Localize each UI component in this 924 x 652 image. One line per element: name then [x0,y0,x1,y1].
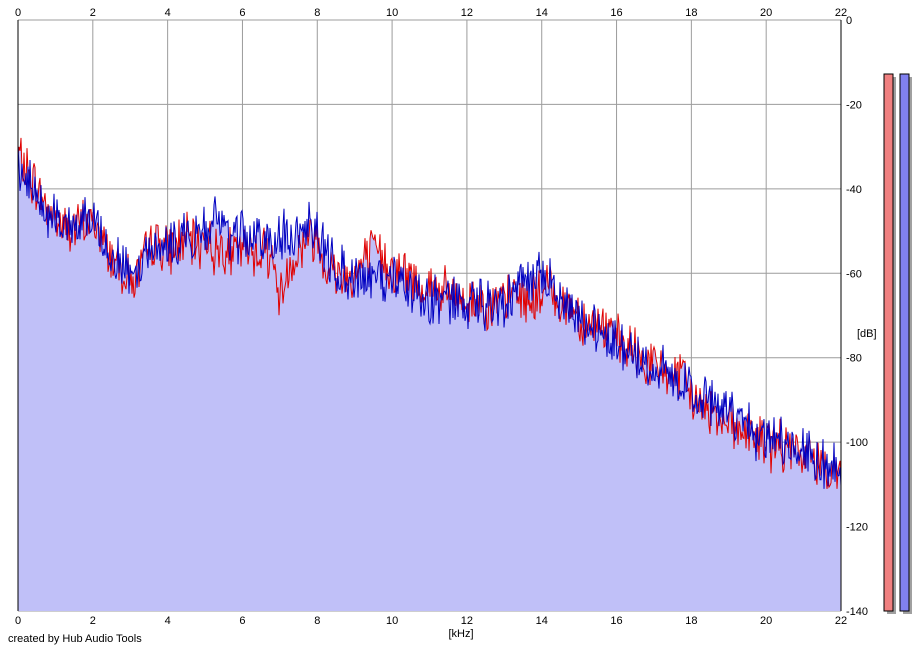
x-tick-bottom-3: 6 [239,615,245,627]
x-tick-top-9: 18 [685,7,697,19]
y-tick-1: -20 [846,99,862,111]
x-tick-bottom-5: 10 [386,615,398,627]
x-tick-top-0: 0 [15,7,21,19]
series-line-1 [17,146,842,489]
x-tick-top-8: 16 [610,7,622,19]
x-tick-top-7: 14 [536,7,548,19]
x-tick-bottom-11: 22 [835,615,847,627]
x-tick-top-4: 8 [314,7,320,19]
x-tick-bottom-7: 14 [536,615,548,627]
x-tick-top-1: 2 [90,7,96,19]
x-tick-top-11: 22 [835,7,847,19]
x-tick-top-2: 4 [165,7,171,19]
y-tick-3: -60 [846,268,862,280]
level-meters [883,73,912,614]
y-tick-labels: 0 -20 -40 -60 -80 -100 -120 -140 [846,15,868,618]
x-tick-bottom-2: 4 [165,615,171,627]
y-tick-7: -140 [846,606,868,618]
y-tick-5: -100 [846,437,868,449]
x-tick-labels-top: 0 2 4 6 8 10 12 14 16 18 20 22 [15,7,847,19]
x-tick-bottom-4: 8 [314,615,320,627]
x-tick-top-5: 10 [386,7,398,19]
x-tick-labels-bottom: 0 2 4 6 8 10 12 14 16 18 20 22 [15,615,847,627]
level-meter-0 [883,73,894,612]
y-tick-4: -80 [846,353,862,365]
x-tick-bottom-9: 18 [685,615,697,627]
x-tick-bottom-6: 12 [461,615,473,627]
x-tick-bottom-8: 16 [610,615,622,627]
x-tick-bottom-0: 0 [15,615,21,627]
x-tick-top-10: 20 [760,7,772,19]
level-meter-1 [899,73,910,612]
series-lines [17,137,842,489]
y-tick-6: -120 [846,522,868,534]
x-axis-label: [kHz] [448,628,473,640]
x-tick-top-6: 12 [461,7,473,19]
x-tick-bottom-10: 20 [760,615,772,627]
x-tick-top-3: 6 [239,7,245,19]
y-tick-2: -40 [846,184,862,196]
y-axis-label: [dB] [857,328,877,340]
y-tick-0: 0 [846,15,852,27]
credit-text: created by Hub Audio Tools [8,633,142,645]
x-tick-bottom-1: 2 [90,615,96,627]
spectrum-fill-area [18,137,841,611]
